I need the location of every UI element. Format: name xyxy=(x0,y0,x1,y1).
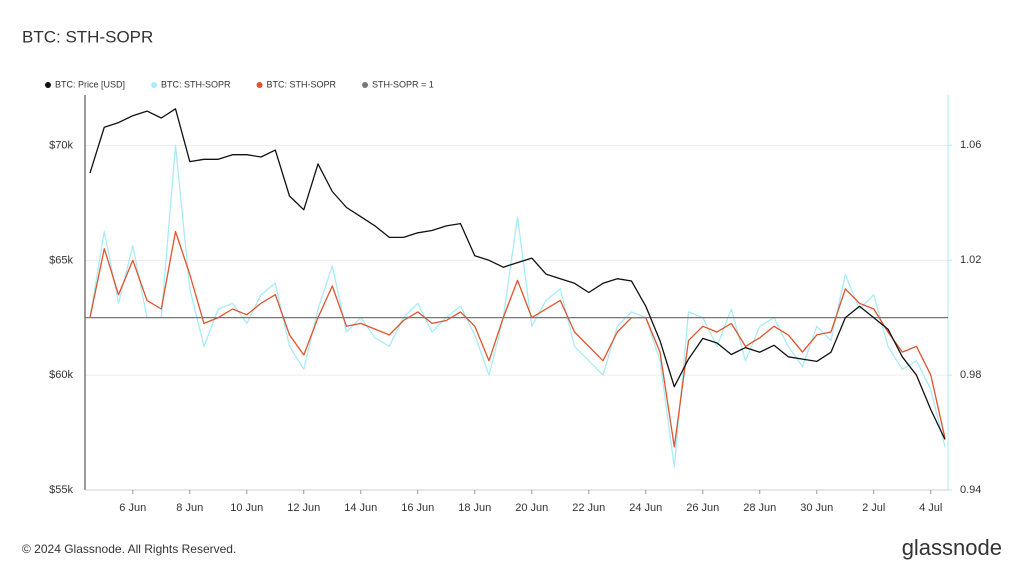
legend-label: BTC: Price [USD] xyxy=(55,79,125,89)
y2-tick-label: 1.02 xyxy=(960,254,981,266)
brand: glassnode xyxy=(902,535,1002,560)
series-line xyxy=(89,108,946,440)
y-tick-label: $60k xyxy=(49,369,73,381)
y-tick-label: $70k xyxy=(49,139,73,151)
x-tick-label: 28 Jun xyxy=(743,502,776,514)
x-tick-label: 14 Jun xyxy=(344,502,377,514)
y2-tick-label: 0.98 xyxy=(960,369,981,381)
y-tick-label: $55k xyxy=(49,484,73,496)
chart-title: BTC: STH-SOPR xyxy=(22,27,153,46)
series-line xyxy=(89,144,946,468)
x-tick-label: 8 Jun xyxy=(176,502,203,514)
series-line xyxy=(89,230,946,448)
x-tick-label: 26 Jun xyxy=(686,502,719,514)
x-tick-label: 20 Jun xyxy=(515,502,548,514)
x-tick-label: 4 Jul xyxy=(919,502,942,514)
x-tick-label: 16 Jun xyxy=(401,502,434,514)
legend-label: BTC: STH-SOPR xyxy=(161,79,231,89)
x-tick-label: 22 Jun xyxy=(572,502,605,514)
y-tick-label: $65k xyxy=(49,254,73,266)
x-tick-label: 10 Jun xyxy=(230,502,263,514)
legend-label: STH-SOPR = 1 xyxy=(372,79,434,89)
legend-marker xyxy=(151,82,158,88)
legend-label: BTC: STH-SOPR xyxy=(267,79,337,89)
x-tick-label: 6 Jun xyxy=(119,502,146,514)
y2-tick-label: 1.06 xyxy=(960,139,981,151)
footer: © 2024 Glassnode. All Rights Reserved. xyxy=(22,542,236,556)
x-tick-label: 12 Jun xyxy=(287,502,320,514)
x-tick-label: 24 Jun xyxy=(629,502,662,514)
x-tick-label: 30 Jun xyxy=(800,502,833,514)
legend-marker xyxy=(45,82,51,88)
legend-marker xyxy=(256,82,263,88)
x-tick-label: 18 Jun xyxy=(458,502,491,514)
legend-marker xyxy=(362,82,369,88)
y2-tick-label: 0.94 xyxy=(960,484,981,496)
x-tick-label: 2 Jul xyxy=(862,502,885,514)
